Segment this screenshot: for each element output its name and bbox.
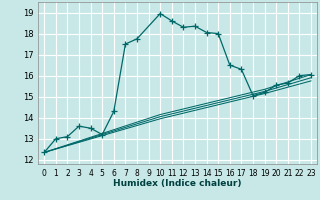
X-axis label: Humidex (Indice chaleur): Humidex (Indice chaleur) xyxy=(113,179,242,188)
